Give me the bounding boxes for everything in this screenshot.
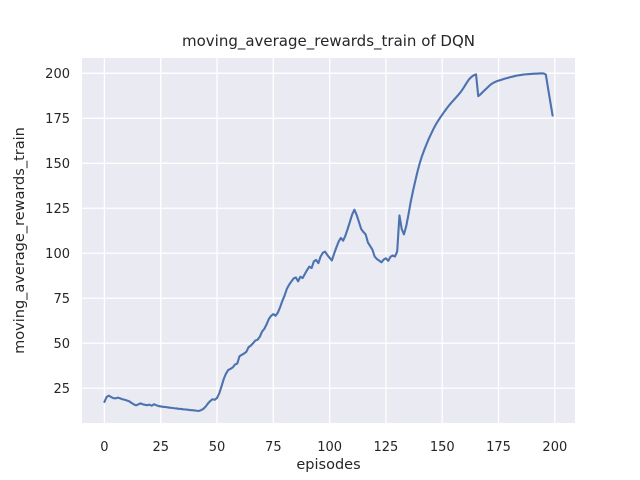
- series-layer: [103, 72, 554, 412]
- tick-layer: 0 25 50 75 100 125 150 175 200 25 50 75 100 125 150 175…: [45, 67, 567, 455]
- grid-layer: [82, 58, 575, 423]
- y-tick-label: 200: [45, 67, 70, 82]
- x-tick-label: 150: [430, 440, 455, 455]
- x-tick-label: 50: [209, 440, 226, 455]
- x-tick-label: 175: [486, 440, 511, 455]
- x-tick-label: 25: [152, 440, 169, 455]
- plot-area-layer: [82, 58, 575, 423]
- x-tick-label: 75: [265, 440, 282, 455]
- x-tick-label: 125: [374, 440, 399, 455]
- y-tick-label: 175: [45, 112, 70, 127]
- chart-title: moving_average_rewards_train of DQN: [182, 32, 475, 51]
- x-tick-label: 200: [542, 440, 567, 455]
- y-tick-label: 150: [45, 157, 70, 172]
- plot-area: [82, 58, 575, 423]
- y-axis-label: moving_average_rewards_train: [12, 127, 28, 354]
- x-tick-label: 100: [317, 440, 342, 455]
- y-tick-label: 125: [45, 202, 70, 217]
- x-axis-label: episodes: [296, 457, 360, 473]
- y-tick-label: 50: [53, 337, 70, 352]
- y-tick-label: 75: [53, 292, 70, 307]
- y-tick-label: 100: [45, 247, 70, 262]
- moving-average-reward-line: [103, 72, 554, 412]
- x-tick-label: 0: [100, 440, 108, 455]
- y-tick-label: 25: [53, 382, 70, 397]
